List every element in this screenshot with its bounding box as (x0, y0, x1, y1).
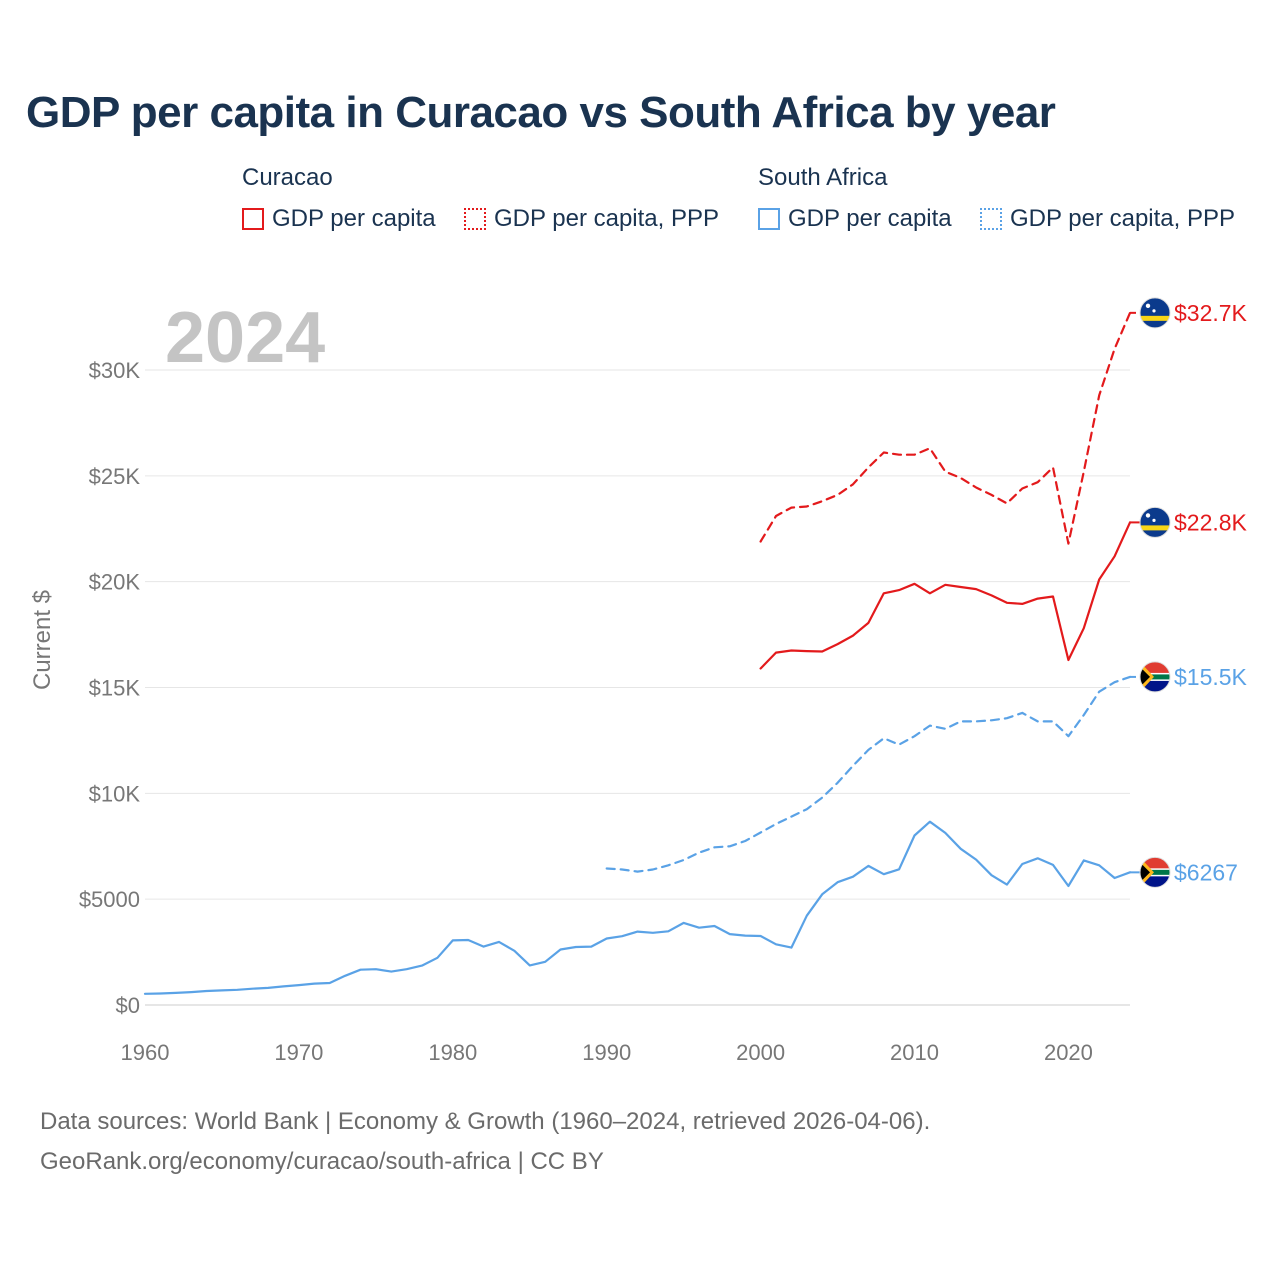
legend-label: GDP per capita (272, 205, 436, 232)
y-axis-label: Current $ (29, 590, 56, 690)
x-tick-label: 2010 (890, 1040, 939, 1065)
footer-attribution: GeoRank.org/economy/curacao/south-africa… (40, 1148, 604, 1175)
legend-item-south-africa-gdp-ppp[interactable]: GDP per capita, PPP (980, 205, 1235, 233)
legend-swatch-solid-blue (758, 208, 780, 230)
y-tick-label: $10K (89, 781, 141, 806)
end-value-label: $15.5K (1174, 664, 1248, 690)
legend-swatch-dotted-blue (980, 208, 1002, 230)
x-tick-label: 2020 (1044, 1040, 1093, 1065)
footer-sources: Data sources: World Bank | Economy & Gro… (40, 1108, 931, 1135)
series-line-1 (759, 521, 1132, 670)
chart-title: GDP per capita in Curacao vs South Afric… (26, 88, 1056, 137)
x-tick-label: 2000 (736, 1040, 785, 1065)
legend-label: GDP per capita, PPP (494, 205, 719, 232)
south-africa-flag-icon (1139, 661, 1171, 693)
x-tick-label: 1980 (428, 1040, 477, 1065)
south-africa-flag-icon (1139, 856, 1171, 888)
y-tick-label: $0 (116, 993, 140, 1018)
legend-label: GDP per capita, PPP (1010, 205, 1235, 232)
y-tick-label: $15K (89, 676, 141, 701)
legend-group-south-africa: South Africa (758, 164, 888, 191)
end-value-label: $22.8K (1174, 509, 1248, 535)
legend-item-curacao-gdp[interactable]: GDP per capita (242, 205, 436, 233)
curacao-flag-icon (1139, 506, 1171, 538)
end-value-label: $6267 (1174, 859, 1238, 885)
series-line-3 (143, 820, 1132, 995)
x-tick-label: 1990 (582, 1040, 631, 1065)
legend-group-curacao: Curacao (242, 164, 333, 191)
y-tick-label: $5000 (79, 887, 140, 912)
legend-swatch-solid-red (242, 208, 264, 230)
x-tick-label: 1970 (274, 1040, 323, 1065)
series-line-2 (605, 675, 1132, 873)
y-tick-label: $20K (89, 570, 141, 595)
end-value-label: $32.7K (1174, 300, 1248, 326)
year-watermark: 2024 (165, 298, 325, 378)
y-tick-label: $25K (89, 464, 141, 489)
curacao-flag-icon (1139, 297, 1171, 329)
series-line-0 (759, 311, 1132, 545)
legend-item-curacao-gdp-ppp[interactable]: GDP per capita, PPP (464, 205, 719, 233)
x-tick-label: 1960 (121, 1040, 170, 1065)
y-tick-label: $30K (89, 358, 141, 383)
legend-item-south-africa-gdp[interactable]: GDP per capita (758, 205, 952, 233)
legend-label: GDP per capita (788, 205, 952, 232)
legend-swatch-dotted-red (464, 208, 486, 230)
